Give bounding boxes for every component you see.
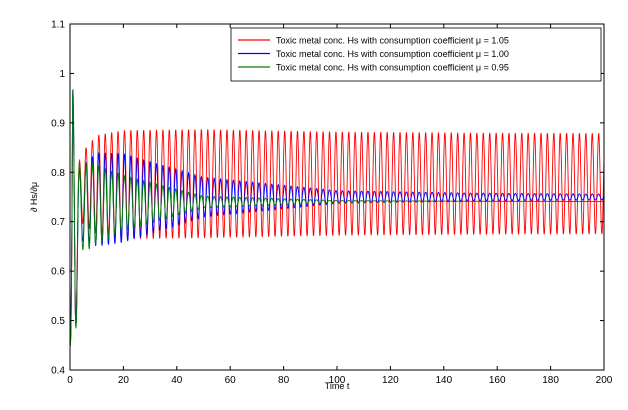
series-layer bbox=[69, 89, 605, 346]
legend-label-3: Toxic metal conc. Hs with consumption co… bbox=[276, 63, 509, 73]
y-tick-label: 0.8 bbox=[51, 168, 65, 179]
x-tick-label: 80 bbox=[278, 375, 290, 386]
x-tick-label: 200 bbox=[596, 375, 613, 386]
legend-box bbox=[230, 27, 602, 82]
ticks-layer: 0 20 40 60 80 100 120 140 160 180 200 0.4 0.5 0.6 0.7 0… bbox=[51, 20, 613, 387]
legend: Toxic metal conc. Hs with consumption co… bbox=[230, 27, 602, 82]
y-tick-label: 0.5 bbox=[51, 316, 65, 327]
x-tick-label: 180 bbox=[542, 375, 559, 386]
y-tick-label: 0.7 bbox=[51, 217, 65, 228]
x-tick-label: 160 bbox=[489, 375, 506, 386]
x-tick-label: 0 bbox=[67, 375, 73, 386]
y-tick-label: 1.1 bbox=[51, 20, 65, 31]
plot-area bbox=[70, 24, 604, 370]
y-tick-label: 0.4 bbox=[51, 366, 65, 377]
x-tick-label: 40 bbox=[171, 375, 183, 386]
x-tick-label: 140 bbox=[435, 375, 452, 386]
y-tick-label: 0.6 bbox=[51, 267, 65, 278]
y-tick-label: 1 bbox=[59, 69, 65, 80]
y-axis-title: ∂ Hs/∂μ bbox=[29, 182, 39, 212]
x-tick-label: 100 bbox=[329, 375, 346, 386]
legend-label-1: Toxic metal conc. Hs with consumption co… bbox=[276, 36, 509, 46]
y-tick-label: 0.9 bbox=[51, 118, 65, 129]
x-axis-title: Time t bbox=[325, 381, 350, 391]
x-tick-label: 20 bbox=[118, 375, 130, 386]
x-tick-label: 120 bbox=[382, 375, 399, 386]
series-line-3 bbox=[69, 89, 604, 346]
series-line-2 bbox=[69, 89, 605, 346]
x-tick-label: 60 bbox=[225, 375, 237, 386]
legend-label-2: Toxic metal conc. Hs with consumption co… bbox=[276, 49, 509, 59]
